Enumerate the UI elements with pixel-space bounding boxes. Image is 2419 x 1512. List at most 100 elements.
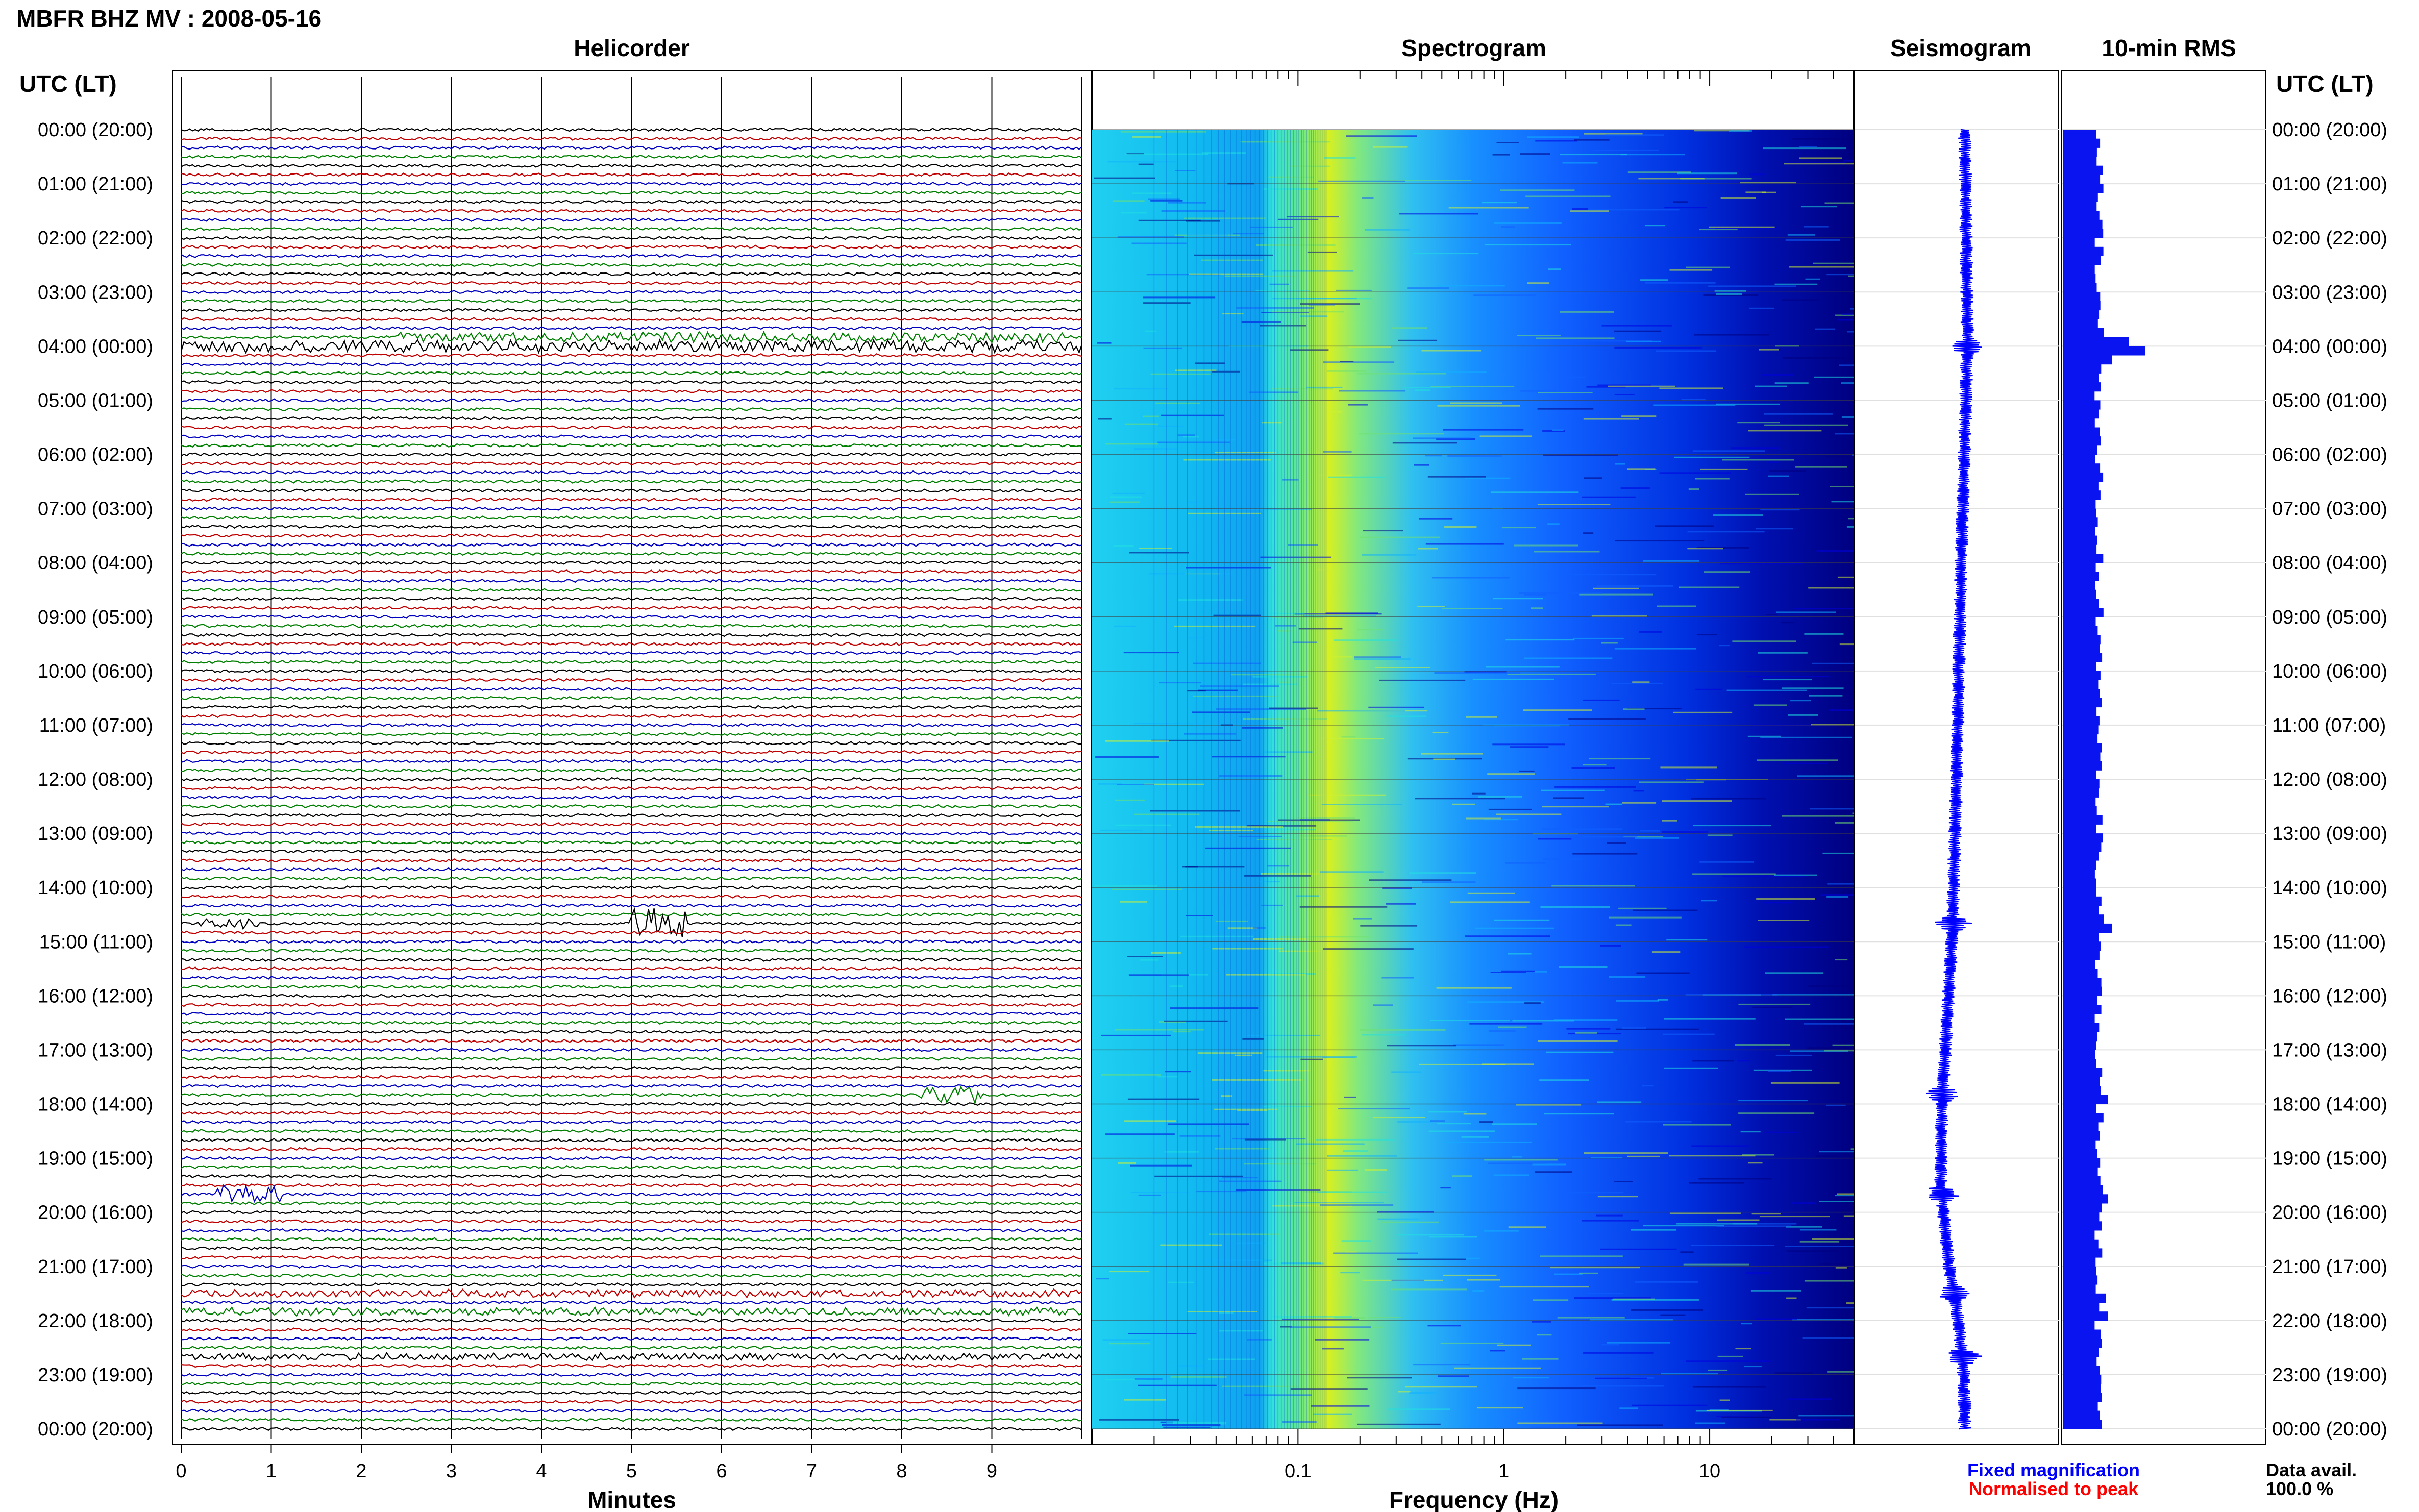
spectrogram-cell (1716, 1225, 1791, 1227)
rms-bar (2063, 581, 2095, 590)
rms-bar (2063, 265, 2095, 275)
spectrogram-cell (1169, 985, 1183, 987)
hour-label-right: 19:00 (15:00) (2272, 1148, 2387, 1170)
spectrogram-cell (1566, 1028, 1611, 1030)
spectrogram-cell (1446, 1141, 1532, 1143)
spectrogram-cell (1158, 425, 1184, 427)
spectrogram-cell (1623, 836, 1664, 838)
rms-bar (2063, 292, 2101, 302)
spectrogram-cell (1704, 571, 1750, 573)
spectrogram-cell (1492, 154, 1510, 156)
spectrogram-cell (1837, 576, 1854, 578)
spectrogram-cell (1101, 1034, 1171, 1036)
spectrogram-cell (1194, 254, 1273, 256)
rms-bar (2063, 851, 2099, 861)
spectrogram-cell (1322, 1348, 1344, 1350)
spectrogram-cell (1383, 180, 1472, 181)
spectrogram-cell (1327, 370, 1367, 372)
spectrogram-cell (1120, 131, 1206, 133)
spectrogram-cell (1707, 834, 1733, 836)
spectrogram-cell (1582, 836, 1638, 838)
helicorder-trace (181, 407, 1082, 412)
spectrogram-cell (1694, 130, 1750, 132)
hour-label-left: 02:00 (22:00) (38, 228, 153, 249)
rms-bar (2063, 211, 2100, 220)
spectrogram-cell (1738, 1112, 1815, 1114)
spectrogram-cell (1735, 1044, 1790, 1046)
spectrogram-cell (1173, 1031, 1191, 1033)
spectrogram-cell (1465, 935, 1550, 937)
spectrogram-cell (1202, 152, 1246, 154)
helicorder-trace (181, 624, 1082, 628)
spectrogram-cell (1341, 736, 1356, 738)
spectrogram-cell (1852, 812, 1854, 814)
spectrogram-cell (1540, 906, 1610, 908)
spectrogram-cell (1770, 1082, 1840, 1084)
spectrogram-cell (1303, 615, 1376, 617)
spectrogram-cell (1662, 820, 1677, 822)
helicorder-trace (181, 1282, 1082, 1287)
rms-bar (2063, 969, 2098, 978)
spectrogram-cell (1168, 1281, 1194, 1283)
rms-bar (2063, 1013, 2095, 1023)
spectrogram-cell (1224, 275, 1299, 277)
spectrogram-cell (1414, 464, 1429, 466)
spectrogram-cell (1614, 1181, 1633, 1182)
spectrogram-cell (1546, 1051, 1614, 1053)
rms-bar (2063, 1393, 2102, 1402)
helicorder-trace (181, 217, 1082, 222)
spectrogram-cell (1600, 945, 1621, 947)
spectrogram-cell (1539, 1079, 1589, 1081)
spectrogram-cell (1099, 1419, 1179, 1421)
spectrogram-cell (1806, 1307, 1854, 1309)
helicorder-trace (181, 1255, 1082, 1260)
spectrogram-cell (1738, 1003, 1811, 1005)
spectrogram-cell (1709, 226, 1775, 228)
spectrogram-cell (1452, 1175, 1472, 1177)
spectrogram-cell (1784, 163, 1854, 165)
spectrogram-cell (1657, 605, 1696, 607)
rms-bar (2063, 418, 2095, 428)
hour-label-right: 10:00 (06:00) (2272, 661, 2387, 682)
helicorder-trace (181, 1327, 1082, 1332)
spectrogram-cell (1148, 198, 1180, 200)
rms-bar (2063, 608, 2104, 617)
spectrogram-cell (1760, 736, 1852, 738)
spectrogram-cell (1819, 1263, 1854, 1265)
spectrogram-cell (1286, 216, 1339, 218)
spectrogram-cell (1484, 1230, 1519, 1232)
rms-bar (2063, 1356, 2097, 1366)
spectrogram-cell (1810, 808, 1854, 810)
hour-label-left: 12:00 (08:00) (38, 769, 153, 790)
spectrogram-cell (1164, 1151, 1199, 1153)
helicorder-trace (181, 289, 1082, 294)
spectrogram-cell (1519, 592, 1602, 594)
spectrogram-cell (1763, 679, 1812, 681)
helicorder-trace (181, 308, 1082, 312)
hour-label-right: 23:00 (19:00) (2272, 1365, 2387, 1386)
spectrogram-cell (1786, 1297, 1797, 1299)
spectrogram-cell (1450, 402, 1502, 404)
spectrogram-cell (1627, 708, 1682, 710)
helicorder-trace (181, 957, 1082, 962)
spectrogram-cell (1494, 919, 1550, 921)
spectrogram-cell (1632, 681, 1650, 683)
spectrogram-cell (1391, 1288, 1467, 1291)
spectrogram-cell (1421, 350, 1482, 352)
rms-bar (2063, 1239, 2099, 1249)
spectrogram-cell (1132, 136, 1161, 138)
spectrogram-cell (1267, 865, 1290, 867)
spectrogram-cell (1105, 443, 1158, 445)
helicorder-trace (181, 470, 1082, 475)
helicorder-trace (181, 1002, 1082, 1007)
spectrogram-cell (1508, 1226, 1546, 1228)
hour-label-right: 18:00 (14:00) (2272, 1094, 2387, 1116)
hour-label-right: 11:00 (07:00) (2272, 715, 2386, 736)
helicorder-trace (181, 461, 1082, 466)
spectrogram-cell (1642, 1085, 1654, 1087)
spectrogram-cell (1722, 459, 1794, 461)
helicorder-trace (181, 1300, 1082, 1305)
rms-bar (2063, 779, 2100, 789)
spectrogram-cell (1252, 676, 1307, 678)
spectrogram-cell (1323, 361, 1395, 363)
